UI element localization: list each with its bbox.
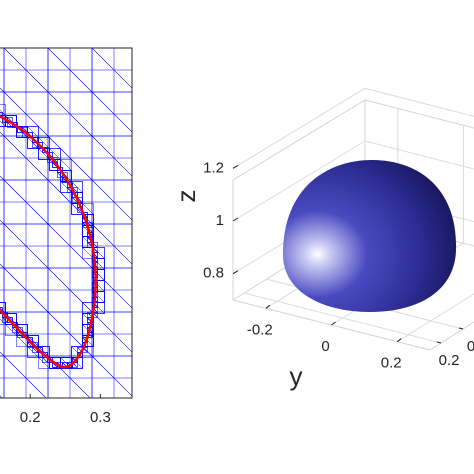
hemisphere xyxy=(283,160,457,312)
interface-curve xyxy=(0,115,97,369)
z-tick xyxy=(232,164,239,169)
mesh-edge xyxy=(82,203,94,215)
mesh-edge xyxy=(93,247,105,259)
mesh-cell xyxy=(0,307,3,313)
mesh-edge xyxy=(57,172,63,178)
x-tick-label: 0 xyxy=(467,338,474,355)
mesh-edge xyxy=(42,357,48,363)
mesh-edge xyxy=(60,181,72,193)
y-axis-label: y xyxy=(290,361,303,391)
mesh-edge xyxy=(5,324,17,336)
mesh-edge xyxy=(2,317,8,323)
mesh-cell xyxy=(37,142,43,148)
z-tick-label: 0.8 xyxy=(203,265,224,282)
x-tick xyxy=(458,327,464,330)
z-tick xyxy=(232,217,239,222)
mesh-edge xyxy=(16,324,28,336)
mesh-edge xyxy=(17,332,23,338)
x-tick-label: 0.2 xyxy=(20,409,41,426)
mesh-edge xyxy=(136,224,180,268)
mesh-edge xyxy=(136,312,180,356)
x-tick-label: 0.3 xyxy=(90,409,111,426)
y-tick-label: 0 xyxy=(321,338,329,355)
mesh-edge xyxy=(136,92,180,136)
mesh-edge xyxy=(82,247,94,259)
mesh-edge xyxy=(27,346,39,358)
plot-frame xyxy=(0,47,133,399)
y-tick xyxy=(265,304,271,309)
mesh-edge xyxy=(82,324,94,336)
grid-line xyxy=(232,140,474,222)
y-tick xyxy=(331,321,336,326)
mesh-edge xyxy=(49,148,61,160)
mesh-edge xyxy=(32,347,38,353)
mesh-edge xyxy=(38,137,50,149)
mesh-edge xyxy=(0,120,6,127)
mesh-cell xyxy=(0,104,6,116)
mesh-edge xyxy=(27,126,39,138)
mesh-edge xyxy=(77,197,83,203)
mesh-edge xyxy=(136,268,180,312)
mesh-edge xyxy=(0,109,6,116)
mesh-cell xyxy=(0,313,6,325)
mesh-edge xyxy=(32,142,38,148)
mesh-edge xyxy=(72,187,78,193)
mesh-edge xyxy=(136,136,180,180)
y-tick-label: -0.2 xyxy=(247,321,273,338)
mesh-edge xyxy=(71,181,83,193)
mesh-cell xyxy=(2,312,8,318)
mesh-edge xyxy=(92,242,98,248)
grid-line xyxy=(396,293,474,343)
mesh-edge xyxy=(72,197,78,203)
z-tick-label: 1 xyxy=(216,212,224,229)
mesh-edge xyxy=(71,357,83,369)
surface-panel: z y 0.8 1 1.2 -0.2 0 0.2 0 0.2 xyxy=(171,87,474,391)
z-axis-label: z xyxy=(171,190,201,203)
mesh-edge xyxy=(22,127,28,133)
mesh-edge xyxy=(87,222,93,228)
mesh-cell xyxy=(0,302,6,314)
y-tick xyxy=(396,338,402,343)
mesh-edge xyxy=(0,307,6,314)
mesh-cell xyxy=(5,115,17,127)
mesh-edge xyxy=(82,335,94,347)
mesh-edge xyxy=(0,318,6,325)
z-tick-label: 1.2 xyxy=(203,159,224,176)
y-tick-label: 0.2 xyxy=(381,355,402,372)
mesh-cell xyxy=(12,122,18,128)
mesh-edge xyxy=(22,132,28,138)
mesh-edge xyxy=(136,356,180,400)
grid-line xyxy=(232,87,474,169)
mesh-cell xyxy=(0,112,3,118)
mesh-edge xyxy=(60,159,72,171)
mesh-edge xyxy=(38,357,50,369)
x-tick xyxy=(436,341,442,344)
mesh-edge xyxy=(38,346,50,358)
x-tick-label: 0.2 xyxy=(439,352,460,369)
mesh-edge xyxy=(82,302,94,314)
mesh-edge xyxy=(52,157,58,163)
mesh-panel xyxy=(0,48,180,400)
z-tick xyxy=(232,270,239,275)
grid-line xyxy=(243,292,442,344)
mesh-edge xyxy=(136,48,180,92)
